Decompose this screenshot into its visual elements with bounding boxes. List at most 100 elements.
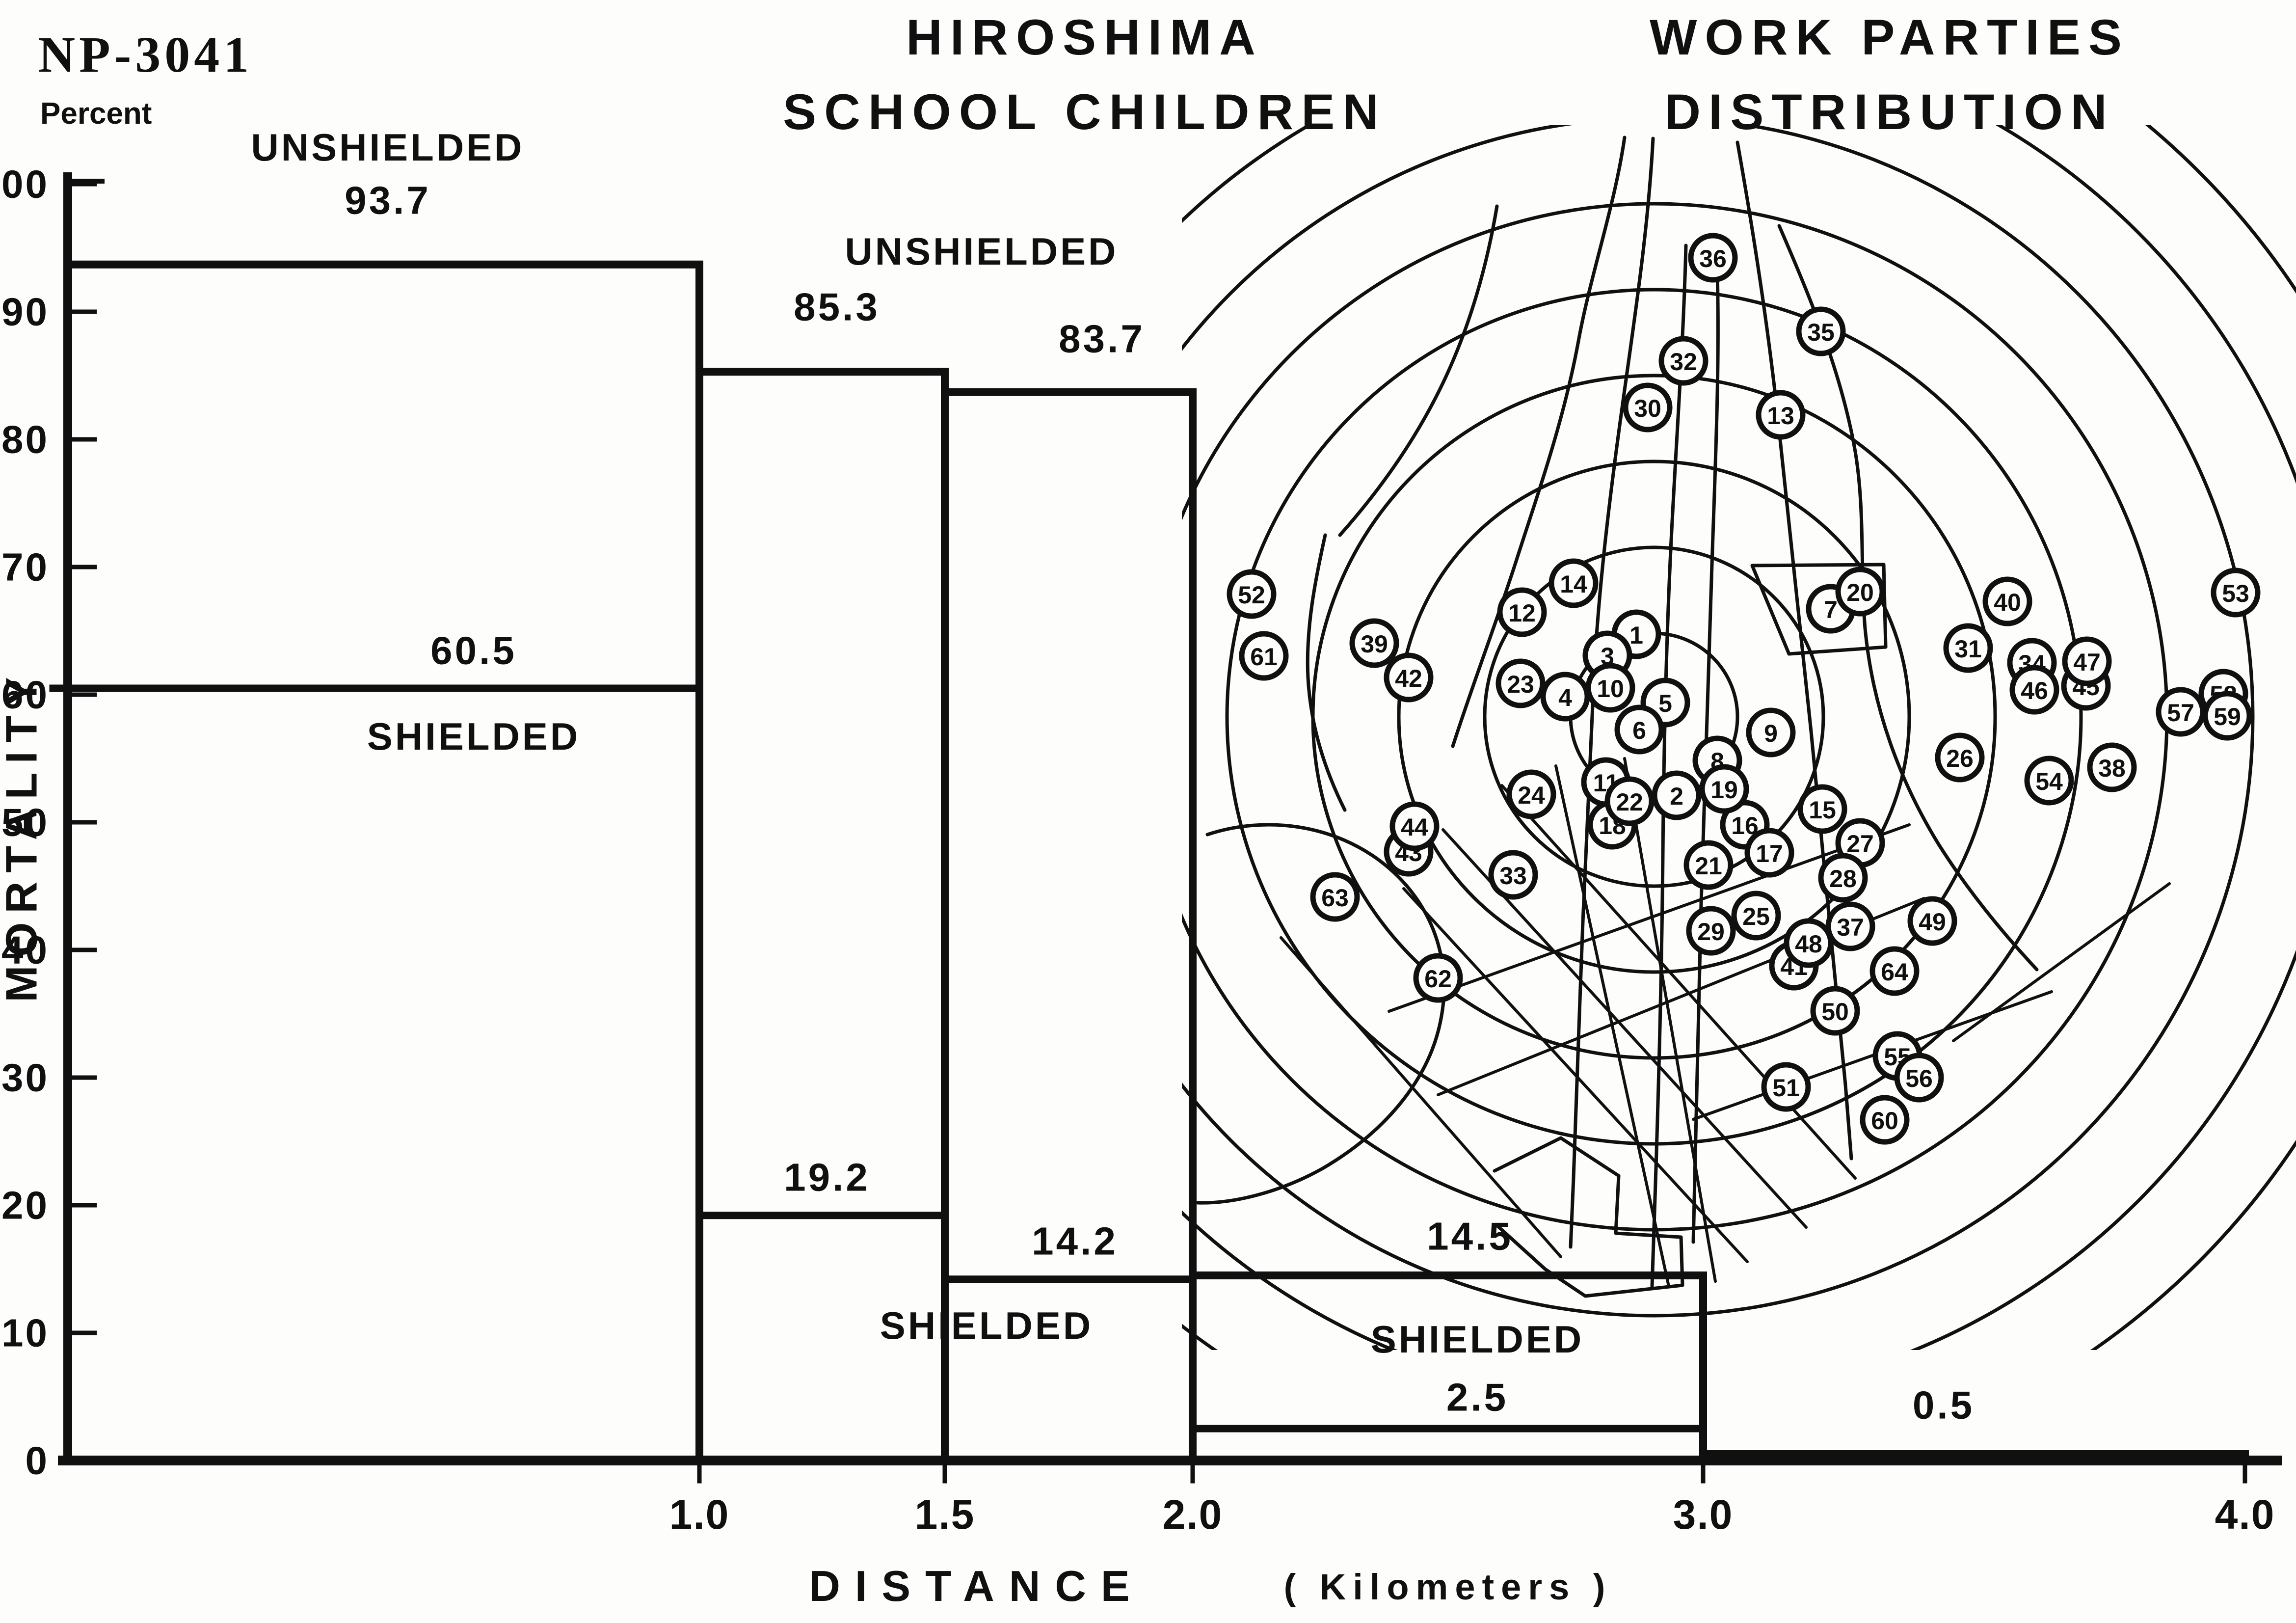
map-marker-number: 10 <box>1597 675 1624 703</box>
map-marker: 64 <box>1869 946 1920 996</box>
map-marker-circle <box>1614 704 1664 755</box>
range-ring-5 <box>1225 288 2083 1146</box>
map-marker-number: 4 <box>1558 684 1572 711</box>
bar-outline-0-1.0 <box>64 260 703 1464</box>
map-marker: 21 <box>1683 840 1734 890</box>
y-axis-unit-label: Percent <box>40 97 152 131</box>
map-marker-circle <box>1744 828 1794 878</box>
y-tick-label: 40 <box>1 928 49 972</box>
y-tick-label: 50 <box>1 801 49 844</box>
map-marker-number: 29 <box>1697 918 1725 946</box>
y-axis-label: MORTALITY <box>0 668 47 1002</box>
map-marker-number: 2 <box>1670 783 1683 810</box>
map-marker-circle <box>1907 896 1957 946</box>
map-marker-number: 27 <box>1846 830 1874 858</box>
map-marker-number: 48 <box>1795 930 1822 958</box>
map-marker-number: 49 <box>1919 908 1946 936</box>
map-marker-circle <box>1869 946 1920 996</box>
x-tick-label: 1.5 <box>915 1491 975 1538</box>
x-tick-label: 1.0 <box>669 1491 730 1538</box>
map-marker-circle <box>2202 691 2252 741</box>
map-marker-circle <box>2024 756 2074 806</box>
map-marker: 13 <box>1756 390 1806 440</box>
map-marker: 47 <box>2062 636 2112 686</box>
map-marker-circle <box>2009 665 2059 715</box>
map-marker: 51 <box>1761 1062 1811 1112</box>
street-line-8 <box>1388 823 1911 1013</box>
map-marker-number: 57 <box>2167 699 2194 727</box>
map-marker: 6 <box>1614 704 1664 755</box>
chart-title-line2: SCHOOL CHILDREN <box>783 84 1387 140</box>
map-marker: 12 <box>1497 587 1547 637</box>
range-ring-2 <box>1483 545 1825 888</box>
map-marker-circle <box>1746 707 1796 757</box>
map-marker: 2 <box>1652 770 1702 820</box>
map-marker-number: 37 <box>1837 914 1864 941</box>
chart-annotation: 93.7 <box>345 179 431 222</box>
map-marker: 4 <box>1540 672 1590 722</box>
map-marker: 20 <box>1835 567 1885 617</box>
y-tick-label: 70 <box>1 545 49 589</box>
map-marker: 36 <box>1688 233 1738 283</box>
street-line-5 <box>1623 757 1717 1283</box>
map-marker: 42 <box>1384 652 1434 703</box>
map-marker: 19 <box>1699 764 1749 814</box>
map-marker-number: 54 <box>2035 768 2063 795</box>
y-tick-label: 0 <box>26 1439 50 1483</box>
chart-annotation: 60.5 <box>430 629 517 673</box>
map-marker-number: 36 <box>1699 245 1727 272</box>
chart-annotation: 14.2 <box>1032 1219 1118 1263</box>
map-title-line2: DISTRIBUTION <box>1664 84 2115 140</box>
map-marker: 46 <box>2009 665 2059 715</box>
map-marker-number: 30 <box>1634 395 1661 422</box>
map-marker: 60 <box>1860 1095 1910 1145</box>
map-marker: 50 <box>1810 986 1860 1036</box>
y-tick-label: 60 <box>1 673 49 717</box>
map-marker: 15 <box>1797 784 1847 834</box>
map-marker-circle <box>1935 732 1985 783</box>
chart-group <box>49 172 2282 1484</box>
y-tick-label: 10 <box>1 1311 49 1355</box>
map-marker: 24 <box>1506 769 1556 819</box>
map-marker-number: 23 <box>1507 671 1534 698</box>
map-marker-number: 22 <box>1616 788 1643 816</box>
map-marker-circle <box>1756 390 1806 440</box>
map-marker: 22 <box>1604 776 1655 826</box>
map-marker: 48 <box>1784 918 1834 968</box>
map-marker-circle <box>1506 769 1556 819</box>
x-axis-label: DISTANCE <box>809 1562 1145 1610</box>
chart-annotation: 0.5 <box>1913 1383 1975 1427</box>
river-path-6 <box>1777 224 2039 972</box>
map-marker: 14 <box>1548 558 1599 608</box>
chart-title-line1: HIROSHIMA <box>906 9 1263 65</box>
range-ring-7 <box>1182 125 2255 1318</box>
map-marker-circle <box>1860 1095 1910 1145</box>
map-marker: 44 <box>1389 801 1440 851</box>
map-marker-circle <box>1239 631 1289 681</box>
x-tick-label: 3.0 <box>1673 1491 1734 1538</box>
map-marker-number: 26 <box>1946 745 1974 772</box>
map-marker-circle <box>1825 901 1875 951</box>
castle-outline <box>1750 563 1888 656</box>
map-marker-number: 62 <box>1424 965 1452 993</box>
bar-outline-1.0-1.5 <box>695 368 949 1464</box>
map-marker-number: 20 <box>1846 579 1874 606</box>
y-tick-label: 30 <box>1 1056 49 1100</box>
map-marker-circle <box>1810 986 1860 1036</box>
map-marker: 59 <box>2202 691 2252 741</box>
map-marker-circle <box>1604 776 1655 826</box>
map-marker: 30 <box>1623 382 1673 433</box>
map-marker-number: 28 <box>1829 865 1857 893</box>
map-marker-number: 61 <box>1250 643 1278 671</box>
map-marker-number: 60 <box>1871 1107 1898 1135</box>
chart-annotation: SHIELDED <box>1371 1318 1584 1361</box>
range-ring-3 <box>1397 460 1911 974</box>
map-marker-number: 7 <box>1824 596 1838 623</box>
x-tick-label: 2.0 <box>1163 1491 1223 1538</box>
bar-outline-2.0-3.0 <box>1189 1271 1707 1464</box>
x-tick-label: 4.0 <box>2215 1491 2275 1538</box>
map-marker: 32 <box>1658 336 1709 386</box>
map-marker-circle <box>1731 891 1781 941</box>
